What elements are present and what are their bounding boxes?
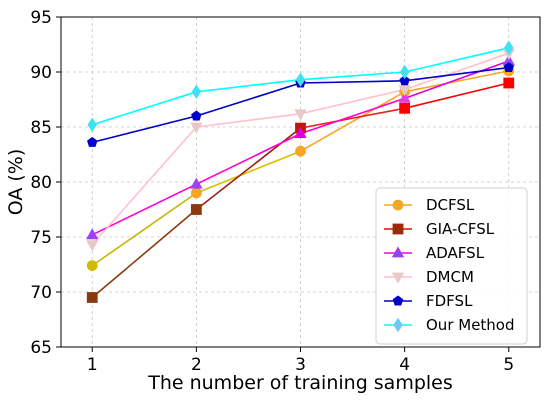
y-tick-label: 80 bbox=[30, 173, 52, 193]
point-gia-cfsl bbox=[399, 102, 411, 114]
line-segment-our-method bbox=[196, 78, 301, 93]
point-dmcm bbox=[398, 85, 411, 97]
line-segment-fdfsl bbox=[300, 80, 405, 84]
point-adafsl bbox=[398, 91, 411, 103]
point-adafsl bbox=[190, 177, 203, 189]
point-dmcm bbox=[294, 109, 307, 121]
line-segment-adafsl bbox=[300, 97, 405, 135]
series-our-method bbox=[91, 47, 509, 126]
line-segment-dmcm bbox=[196, 113, 301, 128]
x-tick-label: 3 bbox=[295, 355, 306, 375]
point-dcfsl bbox=[295, 145, 306, 157]
legend-label-dmcm: DMCM bbox=[426, 268, 474, 286]
series-adafsl bbox=[91, 60, 510, 236]
line-segment-adafsl bbox=[196, 132, 301, 185]
x-axis-label: The number of training samples bbox=[147, 372, 453, 394]
x-tick-label: 1 bbox=[87, 355, 98, 375]
point-adafsl bbox=[294, 127, 307, 139]
line-segment-fdfsl bbox=[404, 66, 509, 82]
legend-marker-fdfsl bbox=[392, 295, 404, 306]
x-axis-ticks: 1 2 3 4 5 bbox=[87, 347, 514, 375]
line-segment-fdfsl bbox=[92, 115, 197, 144]
legend-marker-our-method bbox=[393, 317, 403, 333]
line-segment-dcfsl bbox=[196, 150, 301, 194]
legend-item-fdfsl: FDFSL bbox=[384, 292, 473, 310]
legend-label-fdfsl: FDFSL bbox=[426, 292, 473, 310]
y-axis-ticks: 65 70 75 80 85 90 95 bbox=[30, 8, 61, 358]
legend-label-adafsl: ADAFSL bbox=[426, 244, 485, 262]
series-markers bbox=[86, 40, 515, 303]
legend-marker-adafsl bbox=[391, 246, 405, 258]
line-segment-our-method bbox=[300, 71, 405, 81]
y-axis-label: OA (%) bbox=[5, 149, 27, 216]
y-tick-label: 75 bbox=[30, 228, 52, 248]
y-tick-label: 65 bbox=[30, 338, 52, 358]
line-segment-dmcm bbox=[91, 126, 197, 246]
point-gia-cfsl bbox=[86, 292, 98, 303]
line-segment-our-method bbox=[91, 91, 197, 126]
point-dcfsl bbox=[86, 260, 98, 272]
legend-marker-gia-cfsl bbox=[392, 223, 404, 235]
legend-box bbox=[375, 187, 528, 345]
point-our-method bbox=[399, 64, 410, 80]
point-gia-cfsl bbox=[503, 77, 515, 89]
point-dcfsl bbox=[190, 187, 202, 199]
point-fdfsl bbox=[503, 62, 514, 73]
y-tick-label: 95 bbox=[30, 8, 52, 28]
point-fdfsl bbox=[87, 136, 98, 147]
line-segment-adafsl bbox=[404, 60, 510, 100]
legend-item-gia-cfsl: GIA-CFSL bbox=[384, 220, 495, 238]
legend-label-dcfsl: DCFSL bbox=[426, 196, 475, 214]
line-segment-dmcm bbox=[404, 52, 510, 91]
point-adafsl bbox=[86, 228, 99, 240]
line-segment-gia-cfsl bbox=[91, 208, 197, 299]
y-tick-label: 90 bbox=[30, 63, 52, 83]
legend-item-dmcm: DMCM bbox=[384, 268, 474, 286]
x-tick-label: 5 bbox=[503, 355, 514, 375]
point-gia-cfsl bbox=[190, 204, 202, 215]
legend-label-our-method: Our Method bbox=[426, 316, 515, 334]
x-tick-label: 2 bbox=[191, 355, 202, 375]
legend-label-gia-cfsl: GIA-CFSL bbox=[426, 220, 495, 238]
point-dmcm bbox=[190, 122, 203, 134]
legend: DCFSL GIA-CFSL ADAFSL DMCM FDFSL Our Method bbox=[375, 187, 528, 345]
series-dcfsl bbox=[91, 70, 509, 267]
x-tick-label: 4 bbox=[399, 355, 410, 375]
line-segment-gia-cfsl bbox=[300, 107, 405, 129]
legend-marker-dcfsl bbox=[392, 199, 404, 211]
line-segment-dcfsl bbox=[91, 192, 197, 267]
line-segment-dcfsl bbox=[300, 91, 406, 152]
point-fdfsl bbox=[191, 110, 202, 121]
legend-marker-dmcm bbox=[391, 272, 405, 284]
line-segment-gia-cfsl bbox=[404, 82, 509, 110]
point-fdfsl bbox=[399, 75, 410, 86]
line-segment-dcfsl bbox=[404, 70, 509, 93]
line-segment-our-method bbox=[404, 47, 509, 73]
legend-item-our-method: Our Method bbox=[384, 316, 515, 334]
point-our-method bbox=[87, 117, 97, 133]
series-dmcm bbox=[91, 52, 510, 246]
point-our-method bbox=[191, 84, 202, 100]
line-segment-adafsl bbox=[91, 183, 197, 236]
y-tick-label: 85 bbox=[30, 118, 52, 138]
legend-item-adafsl: ADAFSL bbox=[384, 244, 485, 262]
series-lines bbox=[91, 47, 510, 299]
y-tick-label: 70 bbox=[30, 283, 52, 303]
line-segment-fdfsl bbox=[196, 82, 301, 117]
point-dmcm bbox=[86, 240, 99, 252]
point-our-method bbox=[295, 72, 306, 87]
series-fdfsl bbox=[92, 66, 509, 144]
legend-item-dcfsl: DCFSL bbox=[384, 196, 475, 214]
line-segment-dmcm bbox=[300, 88, 405, 115]
point-our-method bbox=[504, 40, 514, 56]
